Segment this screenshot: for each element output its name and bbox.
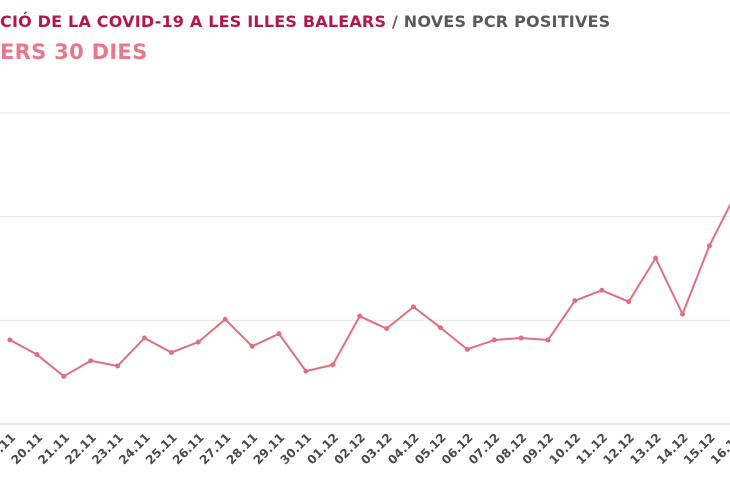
title-main: CIÓ DE LA COVID-19 A LES ILLES BALEARS — [0, 12, 387, 31]
series-line — [9, 203, 730, 378]
data-point[interactable] — [168, 349, 174, 355]
data-point[interactable] — [680, 311, 685, 317]
data-point[interactable] — [384, 326, 390, 332]
data-point[interactable] — [626, 299, 632, 305]
chart-title: CIÓ DE LA COVID-19 A LES ILLES BALEARS /… — [0, 12, 610, 31]
data-point[interactable] — [572, 298, 578, 304]
chart-subtitle: ERS 30 DIES — [0, 40, 148, 64]
grid-layer — [0, 112, 730, 425]
title-secondary: NOVES PCR POSITIVES — [403, 12, 611, 31]
data-point[interactable] — [653, 255, 659, 261]
data-point[interactable] — [437, 325, 443, 331]
data-point[interactable] — [599, 287, 605, 293]
title-separator: / — [386, 12, 404, 31]
x-axis-ticks: 19.1120.1121.1122.1123.1124.1125.1126.11… — [0, 430, 730, 467]
data-point[interactable] — [276, 331, 282, 337]
data-point[interactable] — [7, 337, 13, 343]
data-point[interactable] — [115, 363, 121, 369]
data-point[interactable] — [142, 335, 147, 341]
data-point[interactable] — [249, 343, 255, 349]
data-point[interactable] — [464, 346, 470, 352]
data-point[interactable] — [518, 335, 524, 341]
series-layer — [7, 203, 730, 379]
data-point[interactable] — [357, 313, 363, 319]
data-point[interactable] — [330, 362, 336, 368]
data-point[interactable] — [411, 304, 416, 310]
data-point[interactable] — [88, 358, 94, 364]
data-point[interactable] — [195, 339, 201, 345]
data-point[interactable] — [61, 373, 67, 379]
data-point[interactable] — [706, 243, 712, 249]
data-point[interactable] — [545, 337, 551, 343]
data-point[interactable] — [303, 368, 309, 374]
data-point[interactable] — [222, 316, 228, 322]
data-point[interactable] — [34, 352, 40, 358]
data-point[interactable] — [491, 337, 497, 343]
